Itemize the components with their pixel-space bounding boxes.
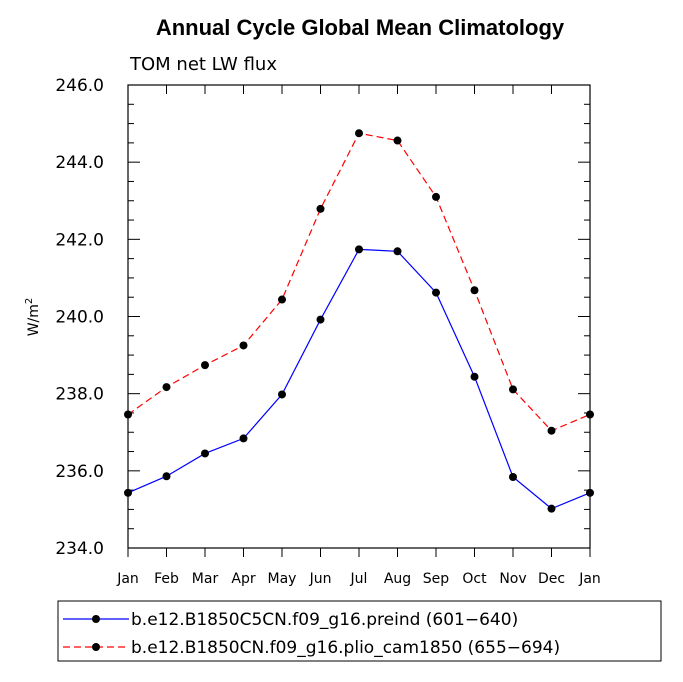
- legend-marker: [92, 615, 100, 623]
- data-point: [278, 390, 286, 399]
- series-line-1: [127, 132, 591, 432]
- data-point: [239, 434, 248, 443]
- y-tick-label: 242.0: [55, 230, 104, 250]
- data-point: [470, 372, 479, 381]
- data-point: [393, 136, 402, 145]
- data-point: [586, 410, 594, 419]
- data-point: [547, 426, 556, 435]
- x-tick-label: Apr: [231, 571, 255, 587]
- data-point: [470, 286, 479, 295]
- x-tick-label: Feb: [154, 571, 179, 587]
- data-point: [124, 410, 132, 419]
- x-tick-label: Jul: [350, 571, 368, 587]
- series-line-0: [127, 248, 591, 510]
- data-point: [124, 488, 132, 497]
- legend-marker: [92, 643, 100, 651]
- legend-label-0: b.e12.B1850C5CN.f09_g16.preind (601−640): [131, 610, 518, 630]
- y-tick-label: 238.0: [55, 385, 104, 405]
- y-tick-label: 236.0: [55, 462, 104, 482]
- data-point: [432, 192, 440, 201]
- data-point: [355, 129, 363, 138]
- x-tick-label: Mar: [192, 571, 219, 587]
- series-layer: [124, 129, 594, 513]
- x-tick-label: Nov: [499, 571, 526, 587]
- data-point: [509, 385, 517, 394]
- chart-subtitle: TOM net LW flux: [129, 54, 277, 75]
- data-point: [201, 449, 209, 458]
- y-axis-label: W/m2: [24, 298, 42, 337]
- data-point: [547, 504, 556, 513]
- data-point: [509, 473, 517, 482]
- y-tick-labels: 234.0 236.0 238.0 240.0 242.0 244.0 246.0: [55, 76, 104, 559]
- y-tick-label: 234.0: [55, 539, 104, 559]
- legend: b.e12.B1850C5CN.f09_g16.preind (601−640)…: [57, 600, 662, 662]
- plot-frame: [127, 84, 591, 549]
- x-tick-label: Jan: [116, 571, 139, 587]
- x-tick-label: Sep: [423, 571, 450, 587]
- x-tick-labels: Jan Feb Mar Apr May Jun Jul Aug Sep Oct Nov Dec Jan: [116, 571, 601, 587]
- x-tick-label: May: [268, 571, 297, 587]
- x-tick-label: Aug: [384, 571, 411, 587]
- x-tick-label: Oct: [462, 571, 487, 587]
- y-tick-label: 246.0: [55, 76, 104, 96]
- data-point: [162, 383, 171, 392]
- x-tick-label: Jan: [578, 571, 601, 587]
- data-point: [239, 341, 248, 350]
- data-point: [393, 247, 402, 256]
- data-point: [162, 472, 171, 481]
- legend-box: [57, 600, 662, 662]
- data-point: [432, 288, 440, 297]
- chart-title: Annual Cycle Global Mean Climatology: [156, 15, 565, 40]
- axis-ticks: [127, 84, 591, 557]
- y-tick-label: 244.0: [55, 153, 104, 173]
- data-point: [316, 315, 325, 324]
- data-point: [278, 295, 286, 304]
- y-tick-label: 240.0: [55, 308, 104, 328]
- x-tick-label: Jun: [309, 571, 332, 587]
- data-point: [355, 245, 363, 254]
- data-point: [586, 488, 594, 497]
- legend-label-1: b.e12.B1850CN.f09_g16.plio_cam1850 (655−…: [131, 638, 560, 658]
- data-point: [316, 204, 325, 213]
- data-point: [201, 361, 209, 370]
- x-tick-label: Dec: [538, 571, 565, 587]
